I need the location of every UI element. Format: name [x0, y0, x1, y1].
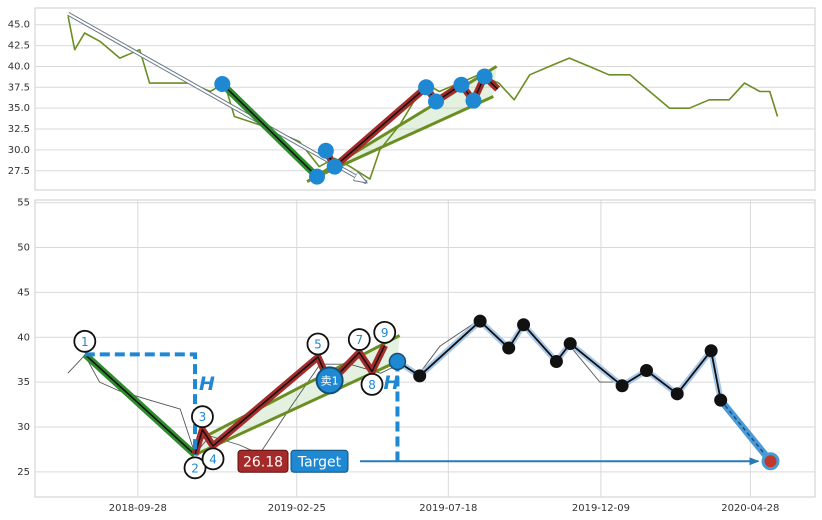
- pivot-marker: [413, 369, 427, 383]
- plot-area: [34, 7, 816, 191]
- y-tick-label: 32.5: [8, 124, 30, 135]
- pattern-point: [201, 447, 225, 471]
- y-tick-label: 40.0: [8, 61, 30, 72]
- pivot-marker: [418, 79, 435, 96]
- pivot-marker: [428, 93, 445, 110]
- y-tick-label: 30.0: [8, 145, 30, 156]
- y-tick-label: 40: [17, 332, 30, 343]
- target-path-dash: [720, 399, 772, 462]
- pivot-marker: [563, 337, 577, 351]
- pivot-marker: [639, 363, 653, 377]
- pattern-label: 1: [81, 335, 89, 349]
- target-value-box: [237, 449, 289, 473]
- target-label: Target: [297, 454, 342, 470]
- arrow: [67, 12, 367, 183]
- trend-core: [221, 83, 318, 178]
- y-tick-label: 55: [17, 198, 30, 209]
- y-tick-label: 45: [17, 287, 30, 298]
- channel-line: [198, 334, 401, 441]
- pivot-marker: [326, 158, 343, 175]
- y-tick-label: 45.0: [8, 20, 30, 31]
- pivot-marker: [473, 314, 487, 328]
- zigzag: [396, 320, 722, 401]
- pattern-point: [306, 332, 330, 356]
- pattern-point: [360, 372, 384, 396]
- h-label: H: [383, 372, 399, 394]
- pattern-label: 4: [209, 452, 217, 466]
- h-label: H: [199, 373, 215, 395]
- trend-core: [84, 353, 196, 456]
- pattern-point: [347, 328, 371, 351]
- x-tick-label: 2020-04-28: [721, 503, 779, 514]
- x-tick-label: 2019-07-18: [419, 503, 477, 514]
- y-tick-label: 27.5: [8, 166, 30, 177]
- signal-marker: [388, 352, 407, 371]
- pivot-marker: [465, 92, 482, 109]
- channel-line: [316, 95, 494, 178]
- pattern-point: [73, 329, 97, 353]
- target-label-box: [290, 449, 349, 473]
- y-tick-label: 42.5: [8, 41, 30, 52]
- y-tick-label: 37.5: [8, 82, 30, 93]
- plot-area: [34, 199, 816, 498]
- pattern-point: [183, 456, 207, 480]
- pattern-point: [373, 320, 397, 344]
- sell-label: 卖1: [321, 374, 339, 387]
- target-marker: [761, 452, 780, 471]
- pivot-marker: [670, 387, 684, 401]
- pattern-point: [191, 405, 214, 429]
- pattern-label: 3: [199, 410, 207, 424]
- pivot-marker: [502, 341, 516, 355]
- pattern-label: 7: [355, 333, 363, 347]
- pivot-marker: [214, 75, 231, 92]
- pivot-marker: [704, 344, 718, 358]
- pivot-marker: [317, 142, 334, 159]
- pivot-marker: [476, 68, 493, 85]
- pivot-marker: [517, 318, 531, 332]
- pattern-label: 9: [381, 326, 389, 340]
- y-tick-label: 50: [17, 243, 30, 254]
- x-tick-label: 2019-02-25: [268, 503, 326, 514]
- x-tick-label: 2019-12-09: [572, 503, 630, 514]
- pivot-marker: [714, 393, 728, 407]
- y-tick-label: 35: [17, 377, 30, 388]
- pattern-label: 8: [368, 378, 376, 392]
- price-line: [67, 16, 779, 180]
- pivot-marker: [615, 379, 629, 393]
- pivot-marker: [453, 76, 470, 93]
- y-tick-label: 30: [17, 422, 30, 433]
- y-tick-label: 35.0: [8, 103, 30, 114]
- pattern-label: 5: [314, 338, 322, 352]
- pivot-marker: [549, 355, 563, 369]
- x-tick-label: 2018-09-28: [109, 503, 167, 514]
- h-dashed: [84, 352, 198, 455]
- pivot-marker: [309, 168, 326, 185]
- pattern-label: 2: [191, 461, 199, 475]
- sell-marker: [315, 366, 344, 395]
- target-value: 26.18: [243, 454, 283, 470]
- y-tick-label: 25: [17, 467, 30, 478]
